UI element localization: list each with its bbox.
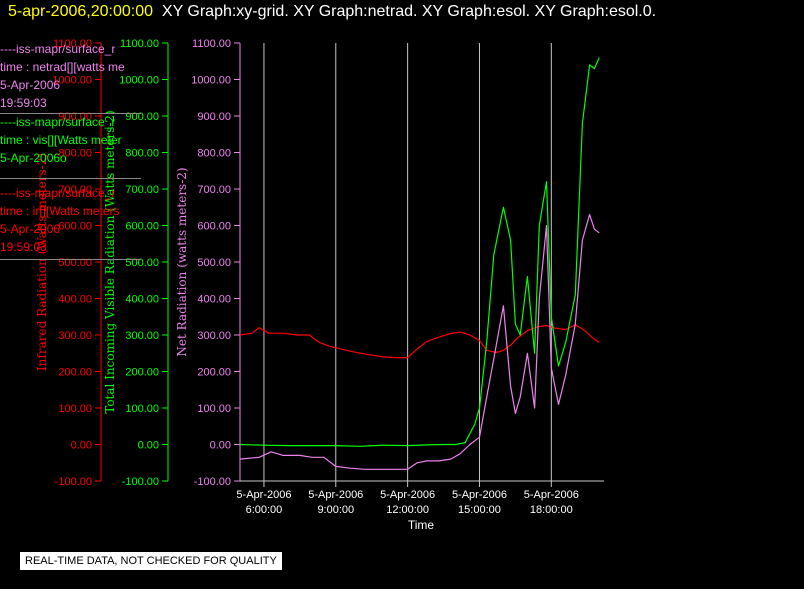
header-graph-list: XY Graph:xy-grid. XY Graph:netrad. XY Gr…	[161, 3, 657, 20]
y-tick-label: 900.00	[197, 111, 231, 123]
y-tick-label: 0.00	[138, 440, 159, 452]
y-tick-label: 1100.00	[53, 38, 92, 50]
series-layer	[239, 57, 600, 470]
x-axis: 5-Apr-2006 6:00:00 5-Apr-2006 9:00:00 5-Apr-…	[236, 480, 604, 532]
y-tick-label: 1000.00	[191, 75, 231, 87]
legend-line: time : vis[][Watts meter	[0, 133, 122, 147]
legend-line: 19:59:03	[0, 96, 47, 110]
y-tick-label: 900.00	[125, 111, 159, 123]
y-tick-label: 800.00	[125, 148, 159, 160]
y-tick-label: 1000.00	[119, 75, 159, 87]
y-tick-label: 300.00	[125, 330, 159, 342]
y-tick-label: 1000.00	[52, 75, 92, 87]
x-tick-date: 5-Apr-2006	[452, 489, 507, 501]
y-axis: -100.00 0.00 100.00 200.00 300.00 400.00 500.0…	[103, 38, 169, 488]
y-tick-label: 0.00	[210, 440, 231, 452]
y-tick-label: 300.00	[197, 330, 231, 342]
y-tick-label: 100.00	[58, 403, 92, 415]
y-tick-label: 100.00	[197, 403, 231, 415]
y-tick-label: 200.00	[58, 367, 92, 379]
y-tick-label: 200.00	[197, 367, 231, 379]
y-axis-label: Infrared Radiation (Watts meters-2)	[35, 153, 49, 371]
y-tick-label: 500.00	[197, 257, 231, 269]
legend-line: 19:59:03	[0, 240, 47, 254]
legend-line: 5-Apr-2006o	[0, 151, 67, 165]
legend-line: ----iss-mapr/surface_r	[0, 42, 116, 56]
y-tick-label: 400.00	[125, 294, 159, 306]
y-tick-label: 1100.00	[192, 38, 231, 50]
x-tick-date: 5-Apr-2006	[236, 489, 291, 501]
y-axis: -100.00 0.00 100.00 200.00 300.00 400.00 500.0…	[175, 38, 241, 488]
y-tick-label: 800.00	[58, 148, 92, 160]
y-tick-label: 800.00	[197, 148, 231, 160]
x-tick-date: 5-Apr-2006	[308, 489, 363, 501]
quality-notice: REAL-TIME DATA, NOT CHECKED FOR QUALITY	[19, 551, 283, 571]
y-tick-label: 500.00	[58, 257, 92, 269]
y-tick-label: -100.00	[194, 476, 231, 488]
y-tick-label: 100.00	[125, 403, 159, 415]
legend-line: time : ir[][Watts meters	[0, 204, 120, 218]
y-tick-label: -100.00	[55, 476, 92, 488]
x-tick-time: 15:00:00	[458, 504, 501, 516]
legend-line: time : netrad[][watts me	[0, 60, 125, 74]
legend-line: ----iss-mapr/surface_r	[0, 186, 116, 200]
x-tick-time: 12:00:00	[386, 504, 429, 516]
x-tick-time: 9:00:00	[317, 504, 354, 516]
vertical-grid-lines	[263, 43, 552, 481]
y-axis-label: Total Incoming Visible Radiation (Watts …	[103, 110, 117, 414]
x-tick-date: 5-Apr-2006	[380, 489, 435, 501]
y-tick-label: 500.00	[125, 257, 159, 269]
y-tick-label: 700.00	[197, 184, 231, 196]
y-tick-label: 700.00	[58, 184, 92, 196]
y-tick-label: 600.00	[125, 221, 159, 233]
y-tick-label: 600.00	[197, 221, 231, 233]
header-timestamp: 5-apr-2006,20:00:00	[8, 3, 153, 20]
legend-line: 5-Apr-2006	[0, 222, 61, 236]
y-tick-label: 400.00	[58, 294, 92, 306]
y-tick-label: 600.00	[58, 221, 92, 233]
x-tick-date: 5-Apr-2006	[524, 489, 579, 501]
legend-line: 5-Apr-2006	[0, 78, 61, 92]
series-line	[239, 57, 600, 447]
y-tick-label: 900.00	[58, 111, 92, 123]
x-tick-time: 6:00:00	[246, 504, 283, 516]
y-axes: -100.00 0.00 100.00 200.00 300.00 400.00 500.0…	[35, 38, 241, 488]
x-axis-label: Time	[408, 518, 435, 532]
y-tick-label: 200.00	[125, 367, 159, 379]
title-bar: 5-apr-2006,20:00:00 XY Graph:xy-grid. XY…	[8, 3, 656, 21]
y-axis: -100.00 0.00 100.00 200.00 300.00 400.00 500.0…	[35, 38, 102, 488]
y-tick-label: -100.00	[122, 476, 159, 488]
y-tick-label: 400.00	[197, 294, 231, 306]
x-tick-time: 18:00:00	[530, 504, 573, 516]
legend-line: ----iss-mapr/surface_r	[0, 115, 116, 129]
y-axis-label: Net Radiation (watts meters-2)	[175, 167, 189, 356]
series-line	[239, 214, 600, 470]
series-line	[239, 324, 600, 359]
y-tick-label: 300.00	[58, 330, 92, 342]
y-tick-label: 1100.00	[120, 38, 159, 50]
y-tick-label: 0.00	[71, 440, 92, 452]
y-tick-label: 700.00	[125, 184, 159, 196]
